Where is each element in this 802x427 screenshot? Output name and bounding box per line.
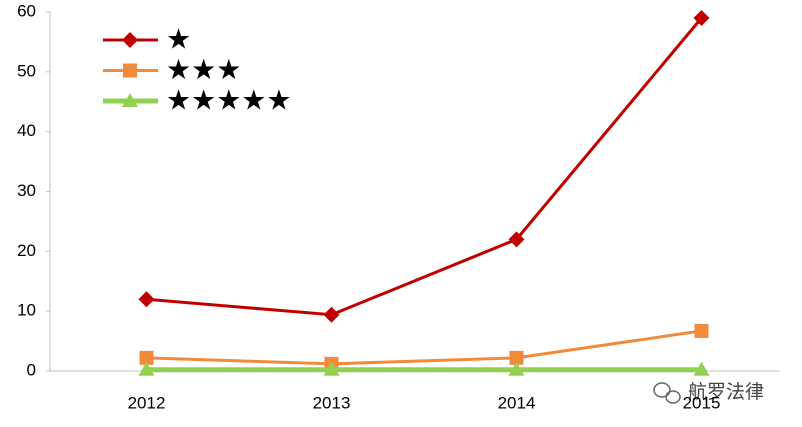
x-tick-label: 2014 bbox=[498, 393, 536, 412]
x-tick-label: 2013 bbox=[313, 393, 351, 412]
marker bbox=[138, 291, 155, 308]
y-tick-label: 0 bbox=[27, 360, 36, 379]
legend-text: ★ bbox=[166, 23, 191, 54]
series-line bbox=[146, 17, 703, 317]
y-tick-label: 60 bbox=[17, 1, 36, 20]
y-tick-label: 20 bbox=[17, 241, 36, 260]
marker bbox=[693, 361, 710, 376]
marker bbox=[693, 9, 710, 26]
marker bbox=[694, 323, 709, 338]
marker bbox=[139, 350, 154, 365]
marker bbox=[138, 361, 155, 376]
marker bbox=[323, 306, 340, 323]
marker bbox=[508, 231, 525, 248]
series-line bbox=[146, 329, 702, 366]
marker bbox=[122, 93, 138, 107]
legend-text: ★★★★★ bbox=[166, 84, 292, 115]
y-tick-label: 10 bbox=[17, 301, 36, 320]
watermark: 航罗法律 bbox=[688, 381, 764, 403]
marker bbox=[323, 361, 340, 376]
marker bbox=[508, 361, 525, 376]
legend-text: ★★★ bbox=[166, 54, 241, 85]
marker bbox=[509, 350, 524, 365]
watermark-icon bbox=[653, 382, 681, 404]
y-tick-label: 30 bbox=[17, 181, 36, 200]
x-tick-label: 2012 bbox=[128, 393, 166, 412]
x-tick-label: 2015 bbox=[683, 393, 721, 412]
y-tick-label: 40 bbox=[17, 121, 36, 140]
marker bbox=[123, 63, 137, 78]
marker bbox=[122, 32, 138, 48]
y-tick-label: 50 bbox=[17, 61, 36, 80]
